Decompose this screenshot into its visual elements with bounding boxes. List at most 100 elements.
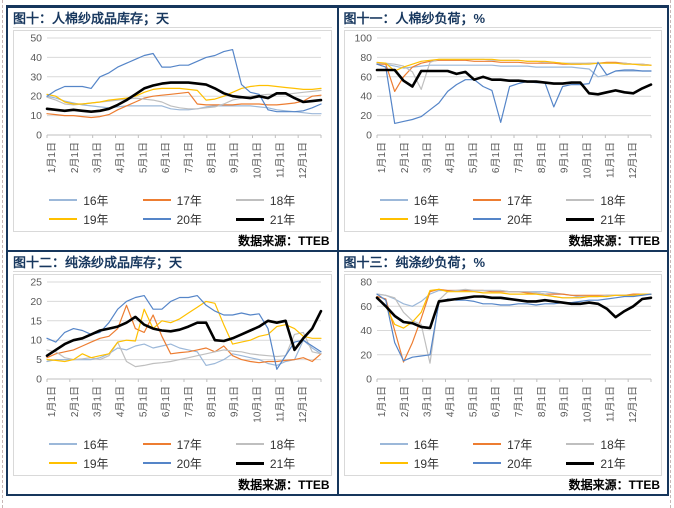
x-axis-tick-label: 8月1日 xyxy=(206,142,218,173)
legend-label: 16年 xyxy=(413,437,440,452)
legend-item-16年: 16年 xyxy=(379,192,440,209)
x-axis-tick-label: 4月1日 xyxy=(445,386,457,417)
legend-label: 16年 xyxy=(413,193,440,208)
y-axis-tick-label: 20 xyxy=(361,110,373,122)
series-color-swatch xyxy=(49,218,78,221)
series-line-17年 xyxy=(376,59,652,92)
page-break-dashed-left xyxy=(2,0,3,508)
x-axis-tick-label: 1月1日 xyxy=(46,386,58,417)
chart-title-figure-10: 图十：人棉纱成品库存；天 xyxy=(13,10,332,28)
legend-label: 21年 xyxy=(269,456,296,471)
y-axis-tick-label: 20 xyxy=(30,90,42,102)
series-line-16年 xyxy=(46,95,322,114)
y-axis-tick-label: 100 xyxy=(355,32,373,44)
legend-label: 19年 xyxy=(413,212,440,227)
legend-row: 16年 17年 18年 xyxy=(14,192,331,209)
legend-label: 20年 xyxy=(507,212,533,227)
series-line-21年 xyxy=(45,80,323,113)
series-color-swatch xyxy=(566,199,595,202)
data-source-label: 数据来源：TTEB xyxy=(238,234,330,249)
x-axis-tick-label: 6月1日 xyxy=(160,386,172,417)
x-axis-tick-label: 12月1日 xyxy=(627,142,639,179)
y-axis-tick-label: 0 xyxy=(366,373,372,385)
line-chart-figure-10: 0 10 20 30 40 50 1月1日 2月1日 3月1日 4月1日 5月1日 6月1日 7月1日 8… xyxy=(30,32,323,179)
x-axis-tick-label: 12月1日 xyxy=(297,386,309,423)
legend-label: 18年 xyxy=(269,437,296,452)
series-color-swatch xyxy=(566,443,595,446)
series-color-swatch xyxy=(49,199,78,202)
legend-row: 16年 17年 18年 xyxy=(345,436,662,453)
legend-label: 17年 xyxy=(176,193,202,208)
line-chart-figure-13: 0 20 40 60 80 1月1日 2月1日 3月1日 4月1日 5月1日 6月1日 7月1日 8月1… xyxy=(361,276,653,423)
chart-title-figure-11: 图十一：人棉纱负荷；% xyxy=(343,10,662,28)
x-axis-tick-label: 3月1日 xyxy=(91,142,103,173)
x-axis-tick-label: 10月1日 xyxy=(251,142,263,179)
series-line-18年 xyxy=(376,288,652,364)
x-axis-tick-label: 10月1日 xyxy=(251,386,263,423)
legend-item-21年: 21年 xyxy=(566,455,626,472)
x-axis-tick-label: 12月1日 xyxy=(627,386,639,423)
legend-label: 20年 xyxy=(176,212,202,227)
x-axis-tick-label: 5月1日 xyxy=(137,386,149,417)
series-color-swatch xyxy=(142,218,171,221)
chart-frame-figure-12: 0 5 10 15 20 25 1月1日 2月1日 3月1日 4月1日 5月1日 6月1日 7月1日 8月… xyxy=(13,273,332,476)
series-color-swatch xyxy=(142,443,171,446)
series-color-swatch xyxy=(235,443,264,446)
y-axis-tick-label: 50 xyxy=(30,32,42,44)
series-color-swatch xyxy=(379,443,408,446)
x-axis-tick-label: 9月1日 xyxy=(559,386,571,417)
y-axis-tick-label: 40 xyxy=(361,325,373,337)
chart-frame-figure-10: 0 10 20 30 40 50 1月1日 2月1日 3月1日 4月1日 5月1日 6月1日 7月1日 8… xyxy=(13,29,332,232)
y-axis-tick-label: 20 xyxy=(361,349,373,361)
charts-grid: 图十：人棉纱成品库存；天 0 10 20 30 40 50 1月1日 2月1日 3月1日 4月1日… xyxy=(6,5,669,496)
cell-figure-12: 图十二：纯涤纱成品库存；天 0 5 10 15 20 25 1月1日 2月1日 3月1日 4月1日… xyxy=(7,251,338,495)
x-axis-tick-label: 8月1日 xyxy=(536,386,548,417)
line-chart-figure-12: 0 5 10 15 20 25 1月1日 2月1日 3月1日 4月1日 5月1日 6月1日 7月1日 8月… xyxy=(30,276,323,423)
series-line-20年 xyxy=(376,61,652,124)
cell-figure-13: 图十三：纯涤纱负荷；% 0 20 40 60 80 1月1日 2月1日 3月1日 4月1日 5月1… xyxy=(337,251,668,495)
series-line-20年 xyxy=(376,293,652,361)
series-line-21年 xyxy=(375,294,653,329)
x-axis-tick-label: 2月1日 xyxy=(399,386,411,417)
legend-item-19年: 19年 xyxy=(49,211,109,228)
legend-label: 21年 xyxy=(600,456,626,471)
legend-label: 17年 xyxy=(176,437,202,452)
series-color-swatch xyxy=(49,443,78,446)
chart-legend-figure-13: 16年 17年 18年 19年 20年 21年 xyxy=(345,433,662,475)
series-color-swatch xyxy=(473,462,502,465)
legend-row: 16年 17年 18年 xyxy=(345,192,662,209)
legend-item-18年: 18年 xyxy=(566,436,626,453)
chart-title-figure-12: 图十二：纯涤纱成品库存；天 xyxy=(13,254,332,272)
x-axis-tick-label: 2月1日 xyxy=(69,386,81,417)
series-color-swatch xyxy=(379,462,408,465)
legend-label: 19年 xyxy=(413,456,440,471)
y-axis-tick-label: 40 xyxy=(361,90,373,102)
x-axis-tick-label: 10月1日 xyxy=(582,142,594,179)
x-axis-tick-label: 4月1日 xyxy=(114,142,126,173)
x-axis-tick-label: 9月1日 xyxy=(228,386,240,417)
data-source-label: 数据来源：TTEB xyxy=(238,478,330,493)
x-axis-tick-label: 11月1日 xyxy=(605,386,617,422)
series-line-17年 xyxy=(46,91,322,118)
x-axis-tick-label: 2月1日 xyxy=(69,142,81,173)
x-axis-tick-label: 6月1日 xyxy=(490,142,502,173)
series-line-17年 xyxy=(46,304,322,363)
y-axis-tick-label: 60 xyxy=(361,71,373,83)
legend-item-20年: 20年 xyxy=(473,455,532,472)
series-color-swatch xyxy=(142,199,171,202)
x-axis-tick-label: 3月1日 xyxy=(91,386,103,417)
legend-label: 18年 xyxy=(600,193,626,208)
series-line-19年 xyxy=(376,288,652,329)
series-line-18年 xyxy=(46,331,322,367)
series-color-swatch xyxy=(566,217,595,221)
x-axis-tick-label: 6月1日 xyxy=(160,142,172,173)
series-line-19年 xyxy=(46,300,322,362)
legend-item-16年: 16年 xyxy=(49,192,109,209)
x-axis-tick-label: 4月1日 xyxy=(445,142,457,173)
y-axis-tick-label: 30 xyxy=(30,71,42,83)
chart-legend-figure-10: 16年 17年 18年 19年 20年 21年 xyxy=(14,189,331,231)
legend-label: 19年 xyxy=(83,456,109,471)
x-axis-tick-label: 12月1日 xyxy=(297,142,309,179)
x-axis-tick-label: 9月1日 xyxy=(559,142,571,173)
